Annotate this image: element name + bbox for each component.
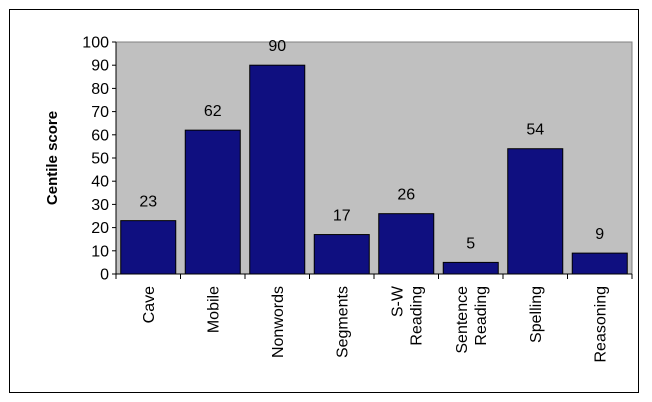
y-axis: 0 10 20 30 40 50 60 70 80 90 100 [82, 35, 117, 284]
y-tick-label: 40 [91, 174, 109, 191]
x-axis: Cave Mobile Nonwords Segments S-W Reading Sent… [115, 273, 633, 363]
x-tick-label: Reasoning [592, 286, 609, 363]
x-tick-label: Sentence Reading [454, 286, 490, 354]
x-tick-label: Mobile [205, 286, 222, 333]
data-label: 5 [466, 235, 475, 252]
x-tick-label: S-W Reading [389, 285, 425, 346]
data-label: 26 [397, 187, 415, 204]
y-tick-label: 80 [91, 81, 109, 98]
x-tick-label-line: S-W [389, 285, 406, 317]
bar-chart: 23 62 90 17 26 5 54 9 0 10 20 30 40 50 60 70 80 90 100 Ca… [44, 35, 633, 363]
x-tick-label-line: Reasoning [592, 286, 609, 363]
x-tick-label-line: Mobile [205, 286, 222, 333]
bar [442, 261, 499, 275]
data-label: 17 [333, 208, 351, 225]
data-label: 23 [139, 194, 157, 211]
bar [249, 64, 306, 275]
x-tick-label-line: Sentence [454, 286, 471, 354]
data-label: 62 [204, 103, 222, 120]
bar [378, 213, 435, 275]
x-tick-label-line: Cave [141, 286, 158, 323]
data-label: 9 [595, 226, 604, 243]
x-tick-label-line: Reading [473, 286, 490, 346]
y-tick-label: 60 [91, 127, 109, 144]
bar [184, 129, 241, 275]
y-tick-label: 20 [91, 220, 109, 237]
y-tick-label: 10 [91, 243, 109, 260]
bar [120, 220, 177, 275]
bar [507, 148, 564, 275]
y-tick-label: 100 [82, 35, 109, 52]
data-label-group: 23 62 90 17 26 5 54 9 [139, 38, 604, 252]
x-tick-label-line: Nonwords [270, 286, 287, 358]
x-tick-label: Cave [141, 286, 158, 323]
data-label: 54 [526, 122, 544, 139]
x-tick-label-line: Segments [334, 286, 351, 358]
data-label: 90 [268, 38, 286, 55]
x-tick-label: Nonwords [270, 286, 287, 358]
y-axis-title: Centile score [44, 111, 61, 205]
chart-frame: 23 62 90 17 26 5 54 9 0 10 20 30 40 50 60 70 80 90 100 Ca… [9, 9, 639, 393]
x-tick-label-line: Reading [408, 286, 425, 346]
y-tick-label: 90 [91, 58, 109, 75]
x-tick-label: Spelling [528, 286, 545, 343]
x-tick-label-line: Spelling [528, 286, 545, 343]
y-tick-label: 30 [91, 197, 109, 214]
y-tick-label: 0 [100, 267, 109, 284]
y-tick-label: 50 [91, 151, 109, 168]
bar [313, 234, 370, 275]
x-tick-label: Segments [334, 286, 351, 358]
y-tick-label: 70 [91, 104, 109, 121]
bar-group [120, 64, 628, 275]
bar [571, 252, 628, 275]
